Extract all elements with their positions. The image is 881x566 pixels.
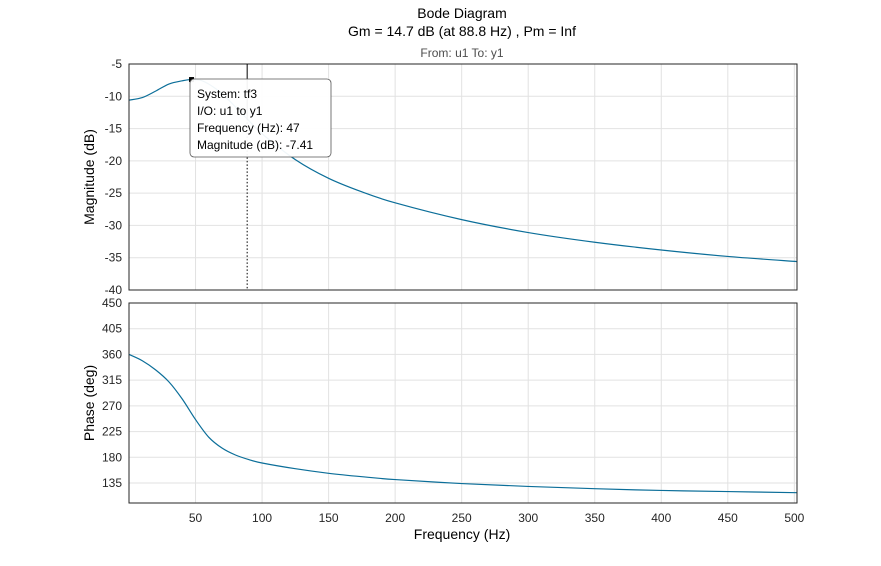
- x-tick-label: 400: [651, 511, 671, 525]
- phase-y-tick-label: 405: [102, 322, 122, 336]
- x-tick-label: 150: [319, 511, 339, 525]
- phase-y-tick-label: 225: [102, 425, 122, 439]
- phase-y-tick-label: 270: [102, 399, 122, 413]
- phase-y-tick-label: 180: [102, 450, 122, 464]
- magnitude-y-tick-label: -15: [105, 122, 123, 136]
- magnitude-axes-box: [128, 63, 798, 291]
- chart-subtitle: Gm = 14.7 dB (at 88.8 Hz) , Pm = Inf: [348, 23, 576, 39]
- magnitude-y-tick-label: -30: [105, 218, 123, 232]
- magnitude-y-tick-label: -20: [105, 154, 123, 168]
- x-tick-label: 100: [252, 511, 272, 525]
- magnitude-y-tick-label: -5: [111, 57, 122, 71]
- phase-x-ticks: 50 100 150 200 250 300 350 400 450 500: [189, 511, 805, 525]
- datatip-line: I/O: u1 to y1: [197, 104, 263, 118]
- datatip[interactable]: System: tf3 I/O: u1 to y1 Frequency (Hz): …: [189, 77, 332, 158]
- phase-y-axis-label: Phase (deg): [81, 365, 97, 441]
- phase-curve: [128, 353, 798, 494]
- magnitude-y-tick-label: -10: [105, 89, 123, 103]
- phase-axes-box: [128, 302, 798, 504]
- phase-y-ticks: 450 405 360 315 270 225 180 135: [102, 296, 122, 490]
- x-tick-label: 50: [189, 511, 203, 525]
- chart-title: Bode Diagram: [417, 5, 507, 21]
- phase-plot[interactable]: 450 405 360 315 270 225 180 135 50 100 150 200 250 3…: [102, 296, 805, 525]
- magnitude-y-tick-label: -40: [105, 283, 123, 297]
- datatip-line: System: tf3: [197, 87, 257, 101]
- phase-y-tick-label: 450: [102, 296, 122, 310]
- x-tick-label: 450: [718, 511, 738, 525]
- x-tick-label: 300: [518, 511, 538, 525]
- io-label: From: u1 To: y1: [420, 46, 503, 60]
- x-axis-label: Frequency (Hz): [414, 526, 510, 542]
- x-tick-label: 250: [452, 511, 472, 525]
- phase-y-tick-label: 315: [102, 373, 122, 387]
- x-tick-label: 200: [385, 511, 405, 525]
- magnitude-y-tick-label: -25: [105, 186, 123, 200]
- x-tick-label: 500: [784, 511, 804, 525]
- phase-y-tick-label: 360: [102, 347, 122, 361]
- phase-y-tick-label: 135: [102, 476, 122, 490]
- magnitude-y-axis-label: Magnitude (dB): [81, 129, 97, 225]
- datatip-line: Frequency (Hz): 47: [197, 121, 300, 135]
- magnitude-y-tick-label: -35: [105, 251, 123, 265]
- phase-curve-group: [128, 353, 798, 494]
- phase-grid: [129, 302, 797, 503]
- x-tick-label: 350: [585, 511, 605, 525]
- datatip-line: Magnitude (dB): -7.41: [197, 138, 313, 152]
- datatip-box: [189, 78, 332, 158]
- magnitude-y-ticks: -5 -10 -15 -20 -25 -30 -35 -40: [105, 57, 123, 297]
